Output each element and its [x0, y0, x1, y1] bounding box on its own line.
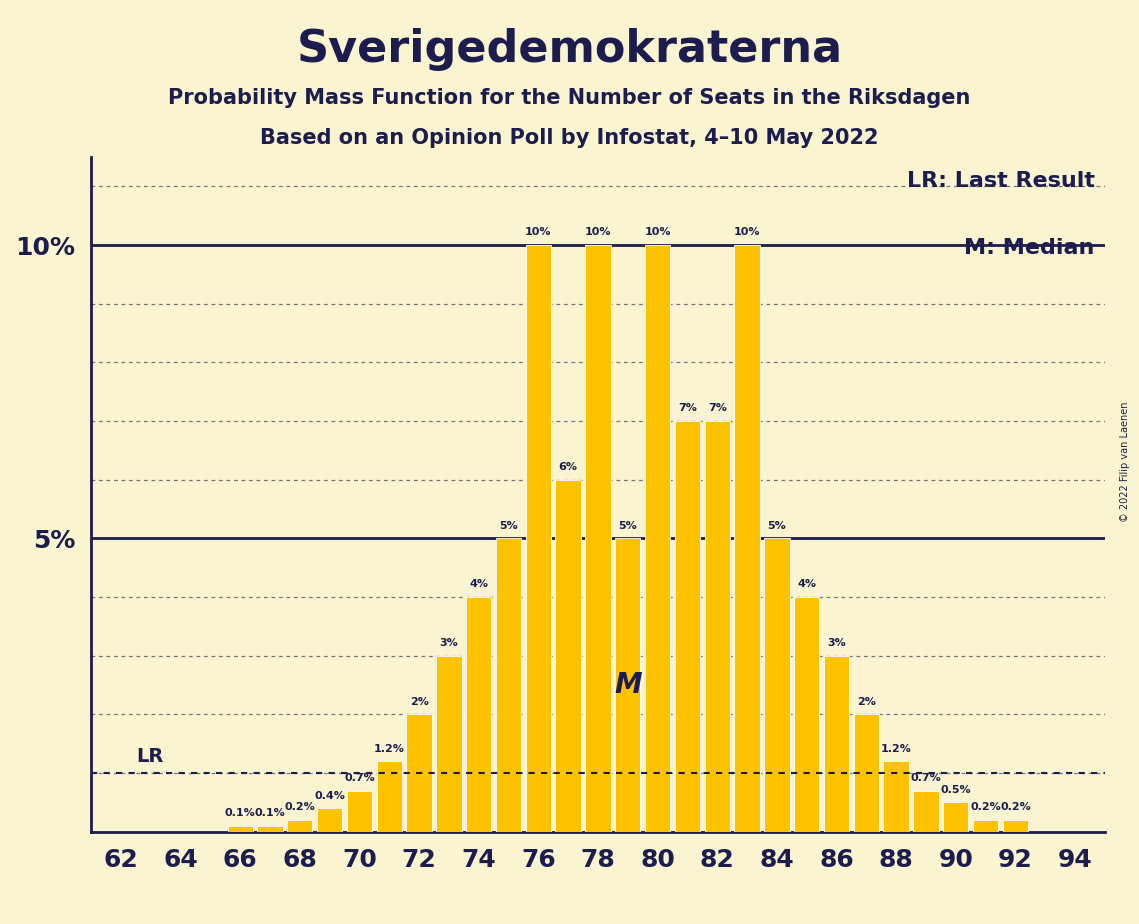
Text: 4%: 4%	[797, 579, 817, 590]
Bar	[1002, 820, 1029, 832]
Text: © 2022 Filip van Laenen: © 2022 Filip van Laenen	[1121, 402, 1130, 522]
Bar	[317, 808, 343, 832]
Text: 0.1%: 0.1%	[255, 808, 286, 818]
Text: Sverigedemokraterna: Sverigedemokraterna	[296, 28, 843, 71]
Text: 5%: 5%	[499, 521, 518, 530]
Text: LR: LR	[136, 747, 163, 766]
Text: 0.2%: 0.2%	[970, 802, 1001, 812]
Bar	[764, 539, 789, 832]
Text: 1.2%: 1.2%	[880, 744, 911, 754]
Text: 0.5%: 0.5%	[941, 784, 972, 795]
Bar	[853, 714, 879, 832]
Bar	[645, 245, 670, 832]
Bar	[377, 761, 402, 832]
Bar	[794, 597, 819, 832]
Text: Based on an Opinion Poll by Infostat, 4–10 May 2022: Based on an Opinion Poll by Infostat, 4–…	[260, 128, 879, 148]
Text: 4%: 4%	[469, 579, 489, 590]
Text: M: Median: M: Median	[965, 238, 1095, 258]
Bar	[823, 656, 850, 832]
Bar	[257, 826, 282, 832]
Bar	[615, 539, 640, 832]
Text: 3%: 3%	[827, 638, 846, 648]
Bar	[556, 480, 581, 832]
Text: 2%: 2%	[857, 697, 876, 707]
Text: 0.7%: 0.7%	[344, 772, 375, 783]
Text: 0.2%: 0.2%	[285, 802, 316, 812]
Text: 10%: 10%	[525, 227, 551, 237]
Bar	[526, 245, 551, 832]
Text: 10%: 10%	[734, 227, 761, 237]
Text: 2%: 2%	[410, 697, 428, 707]
Bar	[585, 245, 611, 832]
Text: LR: Last Result: LR: Last Result	[907, 171, 1095, 190]
Text: 7%: 7%	[707, 404, 727, 413]
Bar	[705, 421, 730, 832]
Text: 0.7%: 0.7%	[910, 772, 941, 783]
Text: 6%: 6%	[558, 462, 577, 472]
Bar	[735, 245, 760, 832]
Text: 3%: 3%	[440, 638, 458, 648]
Text: 1.2%: 1.2%	[374, 744, 404, 754]
Text: 0.2%: 0.2%	[1000, 802, 1031, 812]
Bar	[346, 791, 372, 832]
Text: 10%: 10%	[645, 227, 671, 237]
Bar	[228, 826, 253, 832]
Text: 0.4%: 0.4%	[314, 791, 345, 800]
Text: 0.1%: 0.1%	[224, 808, 255, 818]
Bar	[913, 791, 939, 832]
Bar	[407, 714, 432, 832]
Bar	[884, 761, 909, 832]
Text: M: M	[614, 671, 641, 699]
Bar	[466, 597, 491, 832]
Bar	[287, 820, 312, 832]
Text: 7%: 7%	[678, 404, 697, 413]
Text: 5%: 5%	[768, 521, 786, 530]
Text: 10%: 10%	[584, 227, 612, 237]
Bar	[674, 421, 700, 832]
Bar	[943, 802, 968, 832]
Bar	[436, 656, 461, 832]
Text: 5%: 5%	[618, 521, 637, 530]
Bar	[973, 820, 998, 832]
Text: Probability Mass Function for the Number of Seats in the Riksdagen: Probability Mass Function for the Number…	[169, 88, 970, 108]
Bar	[495, 539, 522, 832]
